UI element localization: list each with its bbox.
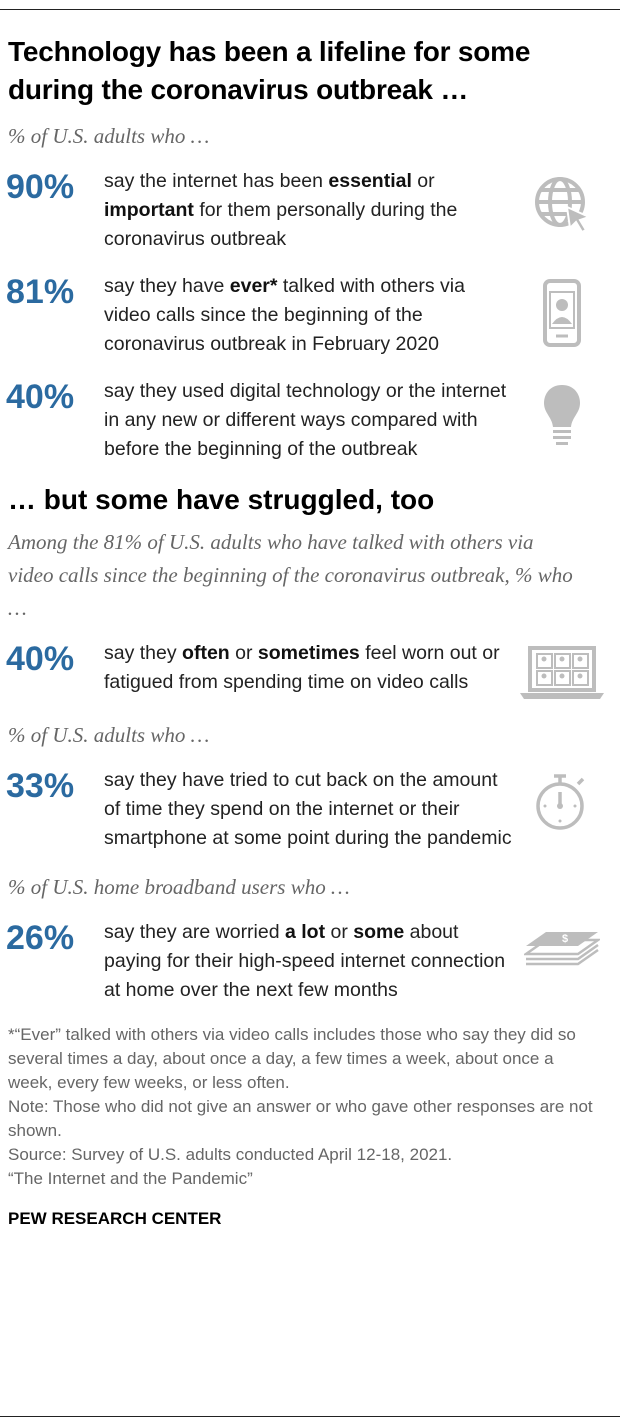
stat-row: 26% say they are worried a lot or some ab… (0, 918, 620, 1005)
stat-row: 33% say they have tried to cut back on th… (0, 766, 620, 853)
note: Source: Survey of U.S. adults conducted … (8, 1145, 453, 1164)
stat: 90% (6, 168, 75, 206)
stat-row: 81% say they have ever* talked with other… (0, 272, 620, 359)
icon: $ (514, 918, 610, 968)
intro: % of U.S. adults who … (8, 124, 210, 148)
emphasis: important (104, 199, 194, 221)
emphasis: ever* (229, 275, 278, 297)
note: Note: Those who did not give an answer o… (8, 1097, 593, 1140)
text-run: feel worn out or fatigued from spending … (104, 642, 500, 693)
stat-row: 90% say the internet has been essential o… (0, 167, 620, 254)
text-run: about paying for their high-speed intern… (104, 921, 506, 1001)
text-run: say they have (104, 275, 230, 297)
emphasis: some (353, 921, 405, 943)
notes: *“Ever” talked with others via video cal… (0, 1023, 598, 1191)
intro: % of U.S. home broadband users who … (8, 875, 350, 899)
intro: % of U.S. adults who … (8, 723, 210, 747)
statement: say they are worried a lot or some about… (104, 918, 514, 1005)
text-run: or (411, 170, 435, 192)
statement: say they have ever* talked with others v… (104, 272, 514, 359)
stat: 26% (6, 919, 75, 957)
text-run: say they (104, 642, 183, 664)
emphasis: sometimes (257, 642, 360, 664)
intro: Among the 81% of U.S. adults who have ta… (8, 530, 573, 620)
text-run: say they used digital technology or the … (104, 380, 507, 460)
statement: say they often or sometimes feel worn ou… (104, 639, 514, 697)
text-run: for them personally during the coronavir… (104, 199, 458, 250)
note: “The Internet and the Pandemic” (8, 1169, 253, 1188)
section-heading: … but some have struggled, too (8, 484, 435, 515)
icon (514, 639, 610, 701)
svg-text:$: $ (562, 933, 568, 945)
stat-row: 40% say they often or sometimes feel worn… (0, 639, 620, 701)
text-run: say they have tried to cut back on the a… (104, 769, 512, 849)
icon (514, 377, 610, 447)
title: Technology has been a lifeline for some … (8, 36, 531, 105)
stat: 33% (6, 767, 75, 805)
bottom-rule (0, 1416, 620, 1417)
text-run: or (325, 921, 354, 943)
icon (514, 272, 610, 348)
text-run: say they are worried (104, 921, 285, 943)
text-run: or (229, 642, 258, 664)
statement: say they have tried to cut back on the a… (104, 766, 514, 853)
top-rule (0, 9, 620, 10)
stat-row: 40% say they used digital technology or t… (0, 377, 620, 464)
statement: say they used digital technology or the … (104, 377, 514, 464)
emphasis: a lot (285, 921, 326, 943)
stat: 40% (6, 378, 75, 416)
emphasis: essential (328, 170, 412, 192)
text-run: say the internet has been (104, 170, 329, 192)
icon (514, 766, 610, 832)
stat: 40% (6, 640, 75, 678)
statement: say the internet has been essential or i… (104, 167, 514, 254)
icon (514, 167, 610, 235)
brand: PEW RESEARCH CENTER (8, 1209, 222, 1228)
note: *“Ever” talked with others via video cal… (8, 1025, 576, 1092)
emphasis: often (182, 642, 230, 664)
stat: 81% (6, 273, 75, 311)
content: % of U.S. adults who … 90% say the interne… (0, 120, 620, 1229)
text-run: talked with others via video calls since… (104, 275, 465, 355)
